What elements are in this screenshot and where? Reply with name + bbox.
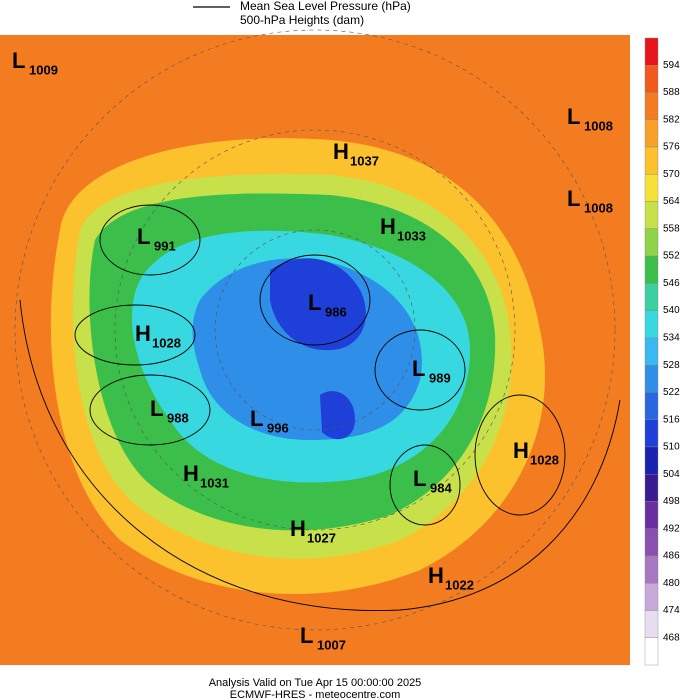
colorbar-tick-label: 510	[663, 442, 680, 453]
center-value: 1008	[584, 118, 613, 133]
colorbar-tick-label: 552	[663, 251, 680, 262]
colorbar-cell	[644, 501, 659, 529]
colorbar-cell	[644, 392, 659, 420]
isobar	[259, 254, 371, 346]
colorbar-tick-label: 558	[663, 223, 680, 234]
colorbar-tick-label: 516	[663, 414, 680, 425]
center-value: 989	[429, 370, 451, 385]
legend-label: 500-hPa Heights (dam)	[240, 13, 364, 27]
colorbar-cell	[644, 337, 659, 366]
center-value: 1009	[29, 62, 58, 77]
center-letter: L	[567, 104, 580, 129]
center-letter: L	[567, 186, 580, 211]
colorbar-tick-label: 480	[663, 578, 680, 589]
latitude-circle	[114, 129, 516, 531]
colorbar-cell	[644, 364, 659, 393]
colorbar-tick-label: 540	[663, 305, 680, 316]
center-letter: L	[137, 224, 150, 249]
colorbar-cell	[644, 610, 659, 638]
colorbar-tick-label: 528	[663, 360, 680, 371]
colorbar-tick-label: 474	[663, 605, 680, 616]
colorbar-tick-label: 486	[663, 551, 680, 562]
latitude-circle	[14, 29, 616, 631]
colorbar-cell	[644, 583, 659, 611]
colorbar-cell	[644, 255, 659, 284]
center-value: 1022	[445, 577, 474, 592]
center-letter: H	[290, 516, 306, 541]
colorbar-cell	[644, 201, 659, 230]
center-value: 1028	[530, 452, 559, 467]
legend-label: Mean Sea Level Pressure (hPa)	[240, 0, 411, 13]
center-value: 1008	[584, 200, 613, 215]
colorbar-cell	[644, 555, 659, 584]
center-value: 991	[154, 238, 176, 253]
center-letter: H	[333, 139, 349, 164]
center-value: 1031	[200, 475, 229, 490]
colorbar-tick-label: 582	[663, 114, 680, 125]
center-value: 1007	[317, 637, 346, 652]
colorbar-cell	[644, 637, 659, 666]
center-value: 1027	[307, 530, 336, 545]
center-letter: H	[513, 438, 529, 463]
colorbar-tick-label: 498	[663, 496, 680, 507]
center-letter: L	[150, 396, 163, 421]
footer-text: Analysis Valid on Tue Apr 15 00:00:00 20…	[209, 677, 422, 689]
colorbar-cell	[644, 310, 659, 339]
footer-text: ECMWF-HRES - meteocentre.com	[230, 689, 401, 700]
colorbar-tick-label: 468	[663, 632, 680, 643]
center-letter: L	[412, 356, 425, 381]
colorbar-tick-label: 492	[663, 523, 680, 534]
colorbar-cell	[644, 228, 659, 257]
isobar	[89, 374, 211, 446]
colorbar-cell	[644, 473, 659, 502]
center-value: 984	[430, 480, 452, 495]
center-letter: L	[300, 623, 313, 648]
center-letter: H	[428, 563, 444, 588]
isobar	[374, 329, 466, 411]
center-letter: H	[135, 321, 151, 346]
center-letter: L	[12, 48, 25, 73]
map	[0, 29, 630, 665]
center-letter: H	[183, 461, 199, 486]
colorbar-cell	[644, 174, 659, 202]
isobar	[19, 299, 621, 612]
center-value: 1028	[152, 335, 181, 350]
colorbar-tick-label: 588	[663, 87, 680, 98]
colorbar-tick-label: 546	[663, 278, 680, 289]
center-value: 986	[325, 304, 347, 319]
colorbar-tick-label: 504	[663, 469, 680, 480]
colorbar-cell	[644, 446, 659, 475]
colorbar-cell	[644, 119, 659, 148]
colorbar-cell	[644, 419, 659, 448]
center-value: 1033	[397, 228, 426, 243]
center-value: 996	[267, 420, 289, 435]
colorbar-tick-label: 570	[663, 169, 680, 180]
zone	[320, 391, 355, 440]
isobar	[99, 204, 201, 276]
colorbar-cell	[644, 37, 659, 66]
isobar	[389, 444, 461, 526]
center-value: 1037	[350, 153, 379, 168]
center-letter: L	[413, 466, 426, 491]
center-letter: H	[380, 214, 396, 239]
colorbar-tick-label: 576	[663, 142, 680, 153]
colorbar-cell	[644, 528, 659, 557]
colorbar-tick-label: 564	[663, 196, 680, 207]
colorbar-tick-label: 534	[663, 333, 680, 344]
zone	[270, 258, 366, 351]
colorbar-cell	[644, 146, 659, 175]
colorbar-tick-label: 594	[663, 60, 680, 71]
colorbar-cell	[644, 92, 659, 120]
center-letter: L	[250, 406, 263, 431]
colorbar-cell	[644, 283, 659, 311]
colorbar-cell	[644, 65, 659, 93]
isobar	[74, 304, 196, 366]
colorbar-tick-label: 522	[663, 387, 680, 398]
center-value: 988	[167, 410, 189, 425]
isobar	[474, 394, 566, 516]
center-letter: L	[308, 290, 321, 315]
